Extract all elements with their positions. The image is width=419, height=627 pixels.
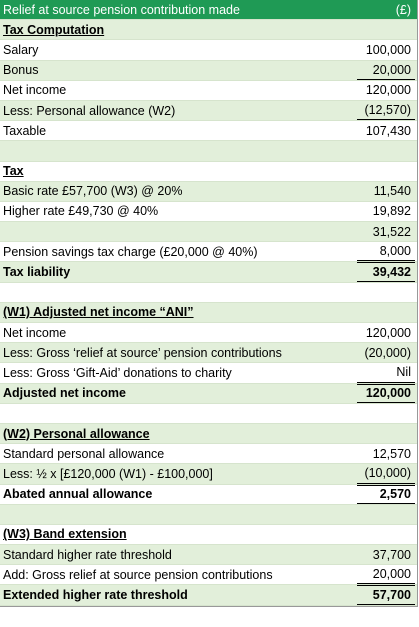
row-label: Net income: [3, 325, 67, 340]
row-value: 120,000: [357, 383, 415, 403]
section-title: Tax: [3, 164, 24, 179]
row-label: Abated annual allowance: [3, 487, 153, 502]
table-row: Tax Computation: [0, 20, 417, 41]
header-title: Relief at source pension contribution ma…: [3, 2, 240, 17]
table-row: Less: Gross ‘relief at source’ pension c…: [0, 343, 417, 364]
row-label: Net income: [3, 83, 67, 98]
row-value: 100,000: [365, 42, 411, 57]
row-label: Standard personal allowance: [3, 446, 165, 461]
row-value: 8,000: [357, 242, 415, 262]
row-value: 2,570: [357, 484, 415, 504]
table-row: Net income 120,000: [0, 81, 417, 101]
header-unit: (£): [395, 2, 411, 17]
row-value: 12,570: [372, 446, 411, 461]
table-row: Standard personal allowance 12,570: [0, 444, 417, 465]
table-row: Basic rate £57,700 (W3) @ 20% 11,540: [0, 181, 417, 202]
row-label: Tax liability: [3, 265, 71, 280]
table-row: (W3) Band extension: [0, 525, 417, 546]
table-row: Net income 120,000: [0, 323, 417, 344]
spacer-row: [0, 504, 417, 525]
table-row: Taxable 107,430: [0, 121, 417, 142]
table-row: (W2) Personal allowance: [0, 423, 417, 445]
row-value: 19,892: [372, 204, 411, 219]
row-value: 107,430: [365, 123, 411, 138]
row-label: Basic rate £57,700 (W3) @ 20%: [3, 184, 183, 199]
section-title: (W3) Band extension: [3, 527, 127, 542]
table-row: Pension savings tax charge (£20,000 @ 40…: [0, 242, 417, 263]
row-label: Add: Gross relief at source pension cont…: [3, 567, 273, 582]
table-row: Less: ½ x [£120,000 (W1) - £100,000] (10,…: [0, 464, 417, 485]
section-title: (W2) Personal allowance: [3, 426, 150, 441]
section-title: Tax Computation: [3, 22, 105, 37]
table-row: Extended higher rate threshold 57,700: [0, 585, 417, 606]
row-label: Higher rate £49,730 @ 40%: [3, 204, 159, 219]
table-row: 31,522: [0, 222, 417, 243]
table-row: Salary 100,000: [0, 40, 417, 61]
table-row: Less: Gross ‘Gift-Aid’ donations to char…: [0, 363, 417, 384]
table-row: Bonus 20,000: [0, 60, 417, 81]
row-label: Salary: [3, 42, 39, 57]
row-value: 120,000: [365, 325, 411, 340]
row-value: (20,000): [364, 345, 411, 360]
row-value: 31,522: [372, 224, 411, 239]
row-value: 57,700: [357, 585, 415, 605]
row-value: 120,000: [365, 83, 411, 98]
table-row: Tax liability 39,432: [0, 262, 417, 283]
table-row: Standard higher rate threshold 37,700: [0, 545, 417, 566]
row-value: Nil: [357, 363, 415, 383]
table-row: Add: Gross relief at source pension cont…: [0, 565, 417, 586]
row-value: 11,540: [373, 184, 411, 199]
header-row: Relief at source pension contribution ma…: [0, 0, 417, 21]
table-row: Abated annual allowance 2,570: [0, 484, 417, 505]
table-row: Tax: [0, 162, 417, 182]
row-label: Taxable: [3, 123, 47, 138]
row-value: 20,000: [357, 565, 415, 585]
row-value: 39,432: [357, 262, 415, 282]
row-label: Less: Gross ‘Gift-Aid’ donations to char…: [3, 365, 232, 380]
row-label: Less: Personal allowance (W2): [3, 103, 176, 118]
row-label: Extended higher rate threshold: [3, 588, 188, 603]
row-label: Adjusted net income: [3, 386, 126, 401]
row-label: Less: ½ x [£120,000 (W1) - £100,000]: [3, 466, 213, 481]
row-label: Standard higher rate threshold: [3, 547, 172, 562]
row-value: (10,000): [357, 464, 415, 484]
spacer-row: [0, 141, 417, 162]
row-value: (12,570): [357, 101, 415, 121]
row-label: Pension savings tax charge (£20,000 @ 40…: [3, 244, 258, 259]
table-row: (W1) Adjusted net income “ANI”: [0, 302, 417, 323]
table: Relief at source pension contribution ma…: [0, 0, 418, 607]
section-title: (W1) Adjusted net income “ANI”: [3, 305, 194, 320]
row-value: 20,000: [357, 61, 415, 80]
row-label: Less: Gross ‘relief at source’ pension c…: [3, 345, 282, 360]
table-row: Adjusted net income 120,000: [0, 383, 417, 404]
row-value: 37,700: [372, 547, 411, 562]
table-row: Higher rate £49,730 @ 40% 19,892: [0, 202, 417, 223]
table-row: Less: Personal allowance (W2) (12,570): [0, 100, 417, 122]
row-label: Bonus: [3, 63, 39, 78]
spacer-row: [0, 404, 417, 424]
spacer-row: [0, 283, 417, 303]
